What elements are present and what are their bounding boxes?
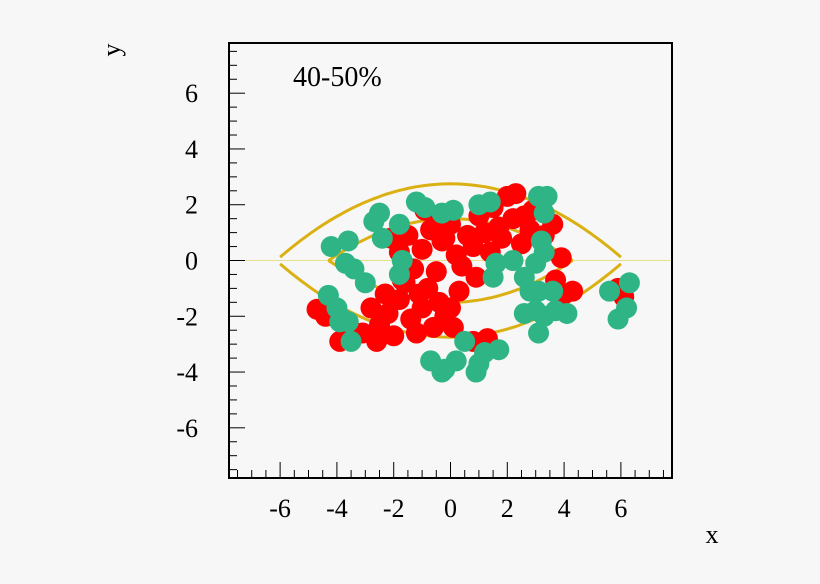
red-point bbox=[491, 227, 513, 249]
red-point bbox=[366, 330, 388, 352]
green-point bbox=[343, 258, 365, 280]
x-tick-label: 2 bbox=[501, 494, 514, 523]
red-point bbox=[550, 247, 572, 269]
red-point bbox=[383, 325, 405, 347]
red-point bbox=[462, 236, 484, 258]
green-point bbox=[542, 280, 564, 302]
x-axis-title: x bbox=[706, 520, 719, 549]
y-tick-label: -4 bbox=[176, 358, 198, 387]
green-point bbox=[454, 330, 476, 352]
green-point bbox=[599, 280, 621, 302]
red-point bbox=[510, 233, 532, 255]
red-point bbox=[448, 280, 470, 302]
x-tick-label: -6 bbox=[269, 494, 291, 523]
red-point bbox=[451, 255, 473, 277]
points-group bbox=[306, 183, 640, 383]
red-point bbox=[505, 183, 527, 205]
red-point bbox=[411, 238, 433, 260]
green-point bbox=[536, 185, 558, 207]
green-point bbox=[337, 230, 359, 252]
red-point bbox=[374, 283, 396, 305]
y-tick-label: 0 bbox=[185, 247, 198, 276]
y-tick-label: 4 bbox=[185, 135, 198, 164]
x-tick-label: -2 bbox=[383, 494, 405, 523]
red-point bbox=[360, 297, 382, 319]
green-point bbox=[388, 263, 410, 285]
green-point bbox=[369, 202, 391, 224]
y-axis-title: y bbox=[97, 44, 126, 57]
green-point bbox=[445, 350, 467, 372]
red-point bbox=[377, 302, 399, 324]
red-point bbox=[408, 283, 430, 305]
red-point bbox=[405, 322, 427, 344]
y-tick-label: -6 bbox=[176, 414, 198, 443]
x-tick-label: 0 bbox=[444, 494, 457, 523]
green-point bbox=[371, 227, 393, 249]
green-point bbox=[388, 213, 410, 235]
red-point bbox=[442, 316, 464, 338]
green-point bbox=[525, 252, 547, 274]
y-tick-label: 2 bbox=[185, 191, 198, 220]
green-point bbox=[482, 266, 504, 288]
green-point bbox=[340, 330, 362, 352]
axis-ticks bbox=[229, 50, 664, 478]
green-point bbox=[329, 311, 351, 333]
green-point bbox=[528, 322, 550, 344]
green-point bbox=[465, 361, 487, 383]
tick-labels: -6 -4 -2 0 2 4 6 -6 -4 -2 0 2 4 6 bbox=[176, 79, 627, 523]
red-point bbox=[440, 297, 461, 319]
green-point bbox=[354, 272, 376, 294]
green-point bbox=[556, 302, 578, 324]
green-point bbox=[488, 339, 510, 361]
green-point bbox=[616, 297, 638, 319]
red-point bbox=[465, 266, 487, 288]
x-tick-label: 4 bbox=[558, 494, 571, 523]
y-tick-label: 6 bbox=[185, 79, 198, 108]
fit-curve bbox=[279, 182, 622, 259]
x-tick-label: 6 bbox=[614, 494, 627, 523]
red-point bbox=[425, 261, 447, 283]
plot-frame bbox=[228, 42, 673, 479]
green-point bbox=[533, 202, 555, 224]
chart-annotation: 40-50% bbox=[293, 62, 382, 93]
green-point bbox=[431, 361, 453, 383]
green-point bbox=[502, 250, 524, 271]
y-tick-label: -2 bbox=[176, 302, 198, 331]
green-point bbox=[618, 272, 640, 294]
green-point bbox=[442, 199, 464, 221]
green-point bbox=[320, 236, 342, 258]
red-point bbox=[562, 280, 584, 302]
green-point bbox=[479, 191, 501, 213]
x-tick-label: -4 bbox=[326, 494, 348, 523]
green-point bbox=[414, 197, 436, 219]
red-point bbox=[434, 227, 456, 249]
